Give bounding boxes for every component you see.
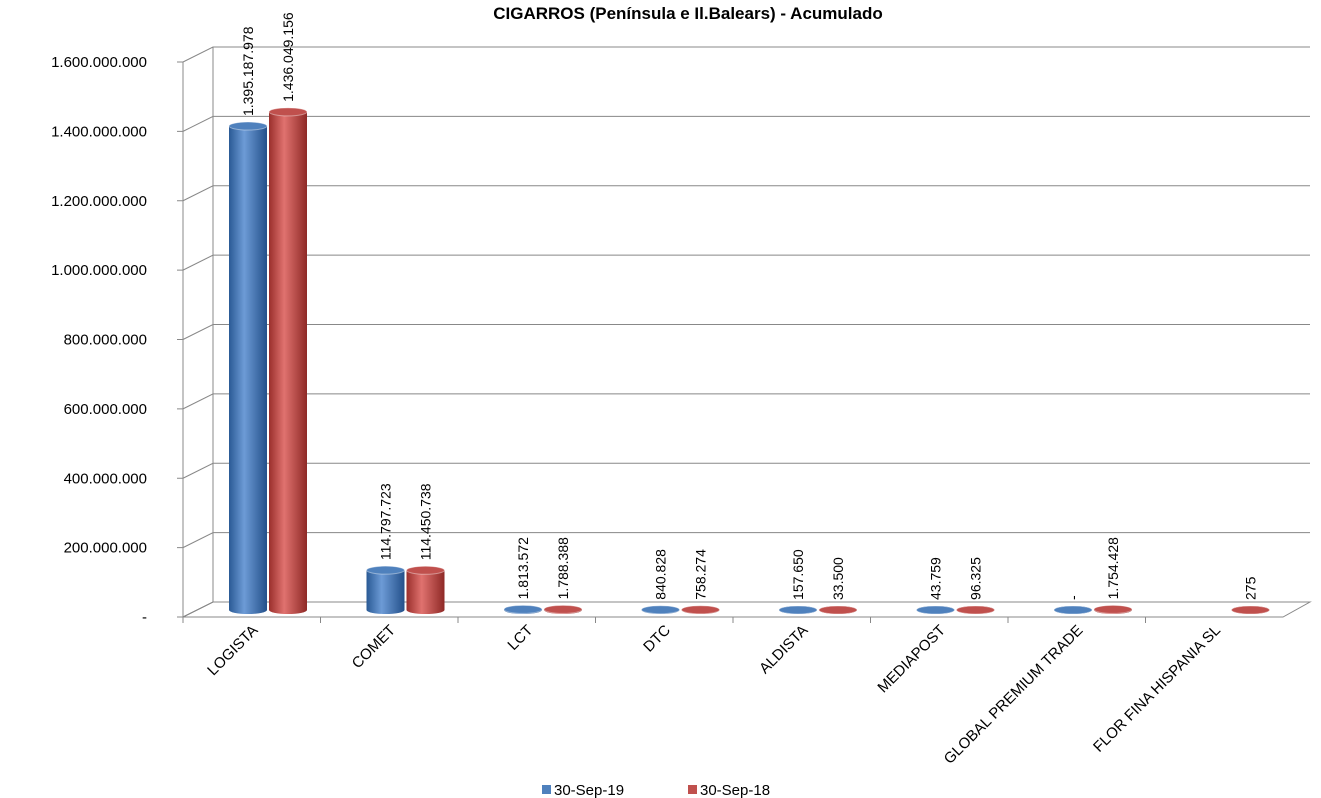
legend-label: 30-Sep-19 [554, 782, 624, 798]
x-tick-label: FLOR FINA HISPANIA SL [1090, 622, 1224, 756]
x-tick-label: DTC [640, 622, 674, 656]
bar-top [818, 605, 858, 615]
bar [543, 604, 583, 614]
x-tick-label: ALDISTA [756, 622, 811, 677]
bar-body [366, 570, 405, 610]
grid-line [182, 601, 1310, 618]
bar [1231, 605, 1270, 615]
bar-top [406, 565, 445, 575]
grid-line [182, 393, 1310, 410]
grid-line [182, 462, 1310, 479]
grid-line [182, 46, 1310, 63]
bar [268, 107, 308, 614]
y-tick-label: 400.000.000 [64, 470, 147, 487]
value-label: 275 [1243, 576, 1259, 600]
value-label: 840.828 [653, 549, 669, 600]
y-tick-label: 200.000.000 [64, 540, 147, 557]
bar-top [641, 605, 680, 615]
bar [916, 605, 955, 615]
value-label: 114.797.723 [378, 483, 394, 560]
bar-top [916, 605, 955, 615]
bar [366, 565, 405, 614]
bar-top [956, 605, 995, 615]
y-tick-label: 1.400.000.000 [51, 123, 147, 140]
bar-top [228, 121, 268, 131]
value-label: 33.500 [830, 557, 846, 600]
value-label: 43.759 [928, 557, 944, 600]
x-tick-label: LOGISTA [204, 622, 261, 679]
bar [641, 605, 680, 615]
y-tick-label: 1.200.000.000 [51, 193, 147, 210]
grid-line [182, 115, 1310, 132]
value-label: 96.325 [968, 557, 984, 600]
bar-top [1093, 604, 1133, 614]
bar-body [229, 126, 267, 611]
x-tick-label: GLOBAL PREMIUM TRADE [941, 622, 1087, 768]
bar-bottom [269, 606, 307, 614]
bar-bottom [229, 606, 267, 614]
y-tick-label: - [142, 609, 147, 626]
grid-line [182, 532, 1310, 549]
bar [1093, 604, 1133, 614]
bar-top [503, 604, 543, 614]
bar-top [681, 605, 720, 615]
legend-swatch [542, 785, 551, 794]
floor [182, 601, 1312, 618]
bar-top [778, 605, 818, 615]
legend-label: 30-Sep-18 [700, 782, 770, 798]
bar [681, 605, 720, 615]
x-tick-label: MEDIAPOST [874, 622, 949, 697]
value-label: 1.813.572 [515, 537, 531, 599]
bar-top [366, 565, 405, 575]
bar [956, 605, 995, 615]
x-tick-label: LCT [504, 622, 536, 654]
grid-line [182, 185, 1310, 202]
bar [406, 565, 445, 614]
bar-body [406, 570, 445, 610]
bar-top [268, 107, 308, 117]
bar-body [269, 111, 307, 610]
bar-top [1053, 605, 1093, 615]
bar [1053, 605, 1093, 615]
grid-line [182, 324, 1310, 340]
value-label: 1.436.049.156 [280, 12, 296, 102]
value-label: 157.650 [790, 549, 806, 600]
chart-title: CIGARROS (Península e Il.Balears) - Acum… [493, 4, 883, 23]
bar-bottom [366, 606, 405, 614]
value-label: 114.450.738 [418, 483, 434, 560]
bar-bottom [406, 606, 445, 614]
legend-swatch [688, 785, 697, 794]
value-label: 1.788.388 [555, 537, 571, 599]
y-tick-label: 1.000.000.000 [51, 262, 147, 279]
value-label: 1.754.428 [1105, 537, 1121, 599]
bar [228, 121, 268, 614]
bar [778, 605, 818, 615]
grid-line [182, 254, 1310, 271]
x-tick-label: COMET [349, 622, 399, 672]
bar [818, 605, 858, 615]
bar-top [1231, 605, 1270, 615]
bar-top [543, 604, 583, 614]
value-label: 758.274 [693, 549, 709, 600]
bar [503, 604, 543, 614]
y-tick-label: 800.000.000 [64, 332, 147, 349]
y-tick-label: 600.000.000 [64, 401, 147, 418]
value-label: - [1065, 595, 1081, 600]
value-label: 1.395.187.978 [240, 26, 256, 116]
y-tick-label: 1.600.000.000 [51, 54, 147, 71]
